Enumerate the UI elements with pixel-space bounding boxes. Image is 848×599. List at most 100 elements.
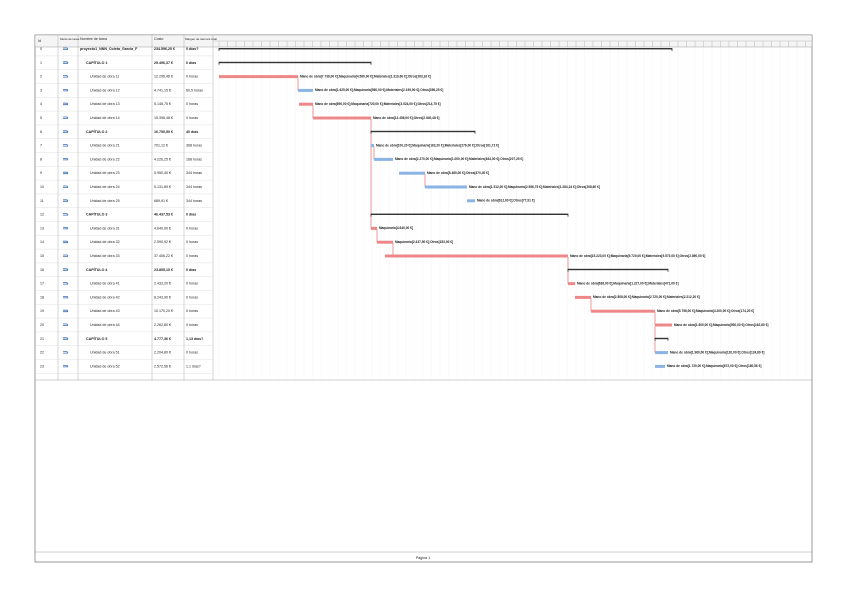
task-slack: 40 días xyxy=(186,130,198,134)
task-name: Unidad de obra 41 xyxy=(90,282,120,286)
task-cost: 46.437,53 € xyxy=(154,213,173,217)
task-name: proyecto1_NNN_Coleta_Garcia_F xyxy=(80,47,138,51)
task-name: Unidad de obra 24 xyxy=(90,185,120,189)
bar-label: Mano de obra[2.808,00 €];Maquinaria[2.72… xyxy=(593,295,700,299)
task-cost: 4.777,36 € xyxy=(154,337,171,341)
task-cost: 4.741,15 € xyxy=(154,88,171,92)
task-name: Unidad de obra 33 xyxy=(90,254,120,258)
bar-label: Mano de obra[2.270,00 €];Maquinaria[1.00… xyxy=(395,157,523,161)
summary-end xyxy=(654,337,669,341)
task-name: CAPÍTULO 1 xyxy=(86,60,107,65)
header-name: Nombre de tarea xyxy=(80,37,107,41)
mode-icon xyxy=(63,365,69,368)
task-slack: 0 horas xyxy=(186,282,198,286)
task-slack: 1,1 días? xyxy=(186,364,201,368)
summary-end xyxy=(218,61,372,65)
row-id: 3 xyxy=(40,88,42,92)
task-bar xyxy=(298,88,313,92)
bar-label: Mano de obra[1.600,00 €];Maquinaria[500,… xyxy=(674,323,768,327)
mode-icon xyxy=(63,254,69,257)
task-bar xyxy=(299,102,313,106)
task-cost: 234.596,20 € xyxy=(154,47,175,51)
task-bar xyxy=(377,240,393,244)
mode-icon xyxy=(63,47,69,50)
mode-icon xyxy=(63,102,69,106)
row-id: 23 xyxy=(40,364,44,368)
task-cost: 5.131,89 € xyxy=(154,185,171,189)
task-bar xyxy=(371,226,377,230)
mode-icon xyxy=(63,75,69,78)
footer: Página 1 xyxy=(416,556,430,560)
task-cost: 15.396,48 € xyxy=(154,116,173,120)
mode-icon xyxy=(63,199,69,202)
task-cost: 689,91 € xyxy=(154,199,168,203)
task-slack: 60,5 horas xyxy=(186,88,203,92)
task-cost: 2.433,20 € xyxy=(154,282,171,286)
task-name: Unidad de obra 11 xyxy=(90,75,119,79)
summary-end xyxy=(218,48,673,51)
task-name: Unidad de obra 51 xyxy=(90,351,120,355)
header-slack: Margen de demora total xyxy=(185,37,217,41)
summary-end xyxy=(567,268,669,272)
summary-bar xyxy=(219,61,371,64)
task-cost: 2.204,80 € xyxy=(154,351,171,355)
row-id: 19 xyxy=(40,309,44,313)
task-bar xyxy=(371,144,374,148)
task-slack: 0 horas xyxy=(186,254,198,258)
task-cost: 23.895,10 € xyxy=(154,268,173,272)
task-cost: 37.406,22 € xyxy=(154,254,173,258)
row-id: 17 xyxy=(40,282,44,286)
mode-icon xyxy=(63,213,69,216)
row-id: 1 xyxy=(40,61,42,65)
mode-icon xyxy=(63,130,69,133)
task-cost: 4.640,00 € xyxy=(154,226,171,230)
task-name: CAPÍTULO 5 xyxy=(86,336,107,341)
task-cost: 2.572,56 € xyxy=(154,364,171,368)
row-id: 7 xyxy=(40,144,42,148)
bar-label: Maquinaria[4.640,00 €] xyxy=(379,226,413,230)
task-name: CAPÍTULO 4 xyxy=(86,267,107,272)
task-name: Unidad de obra 13 xyxy=(90,102,120,106)
mode-icon xyxy=(63,240,69,244)
row-id: 15 xyxy=(40,254,44,258)
mode-icon xyxy=(63,227,69,230)
bar-label: Mano de obra[612,00 €];Otros[77,91 €] xyxy=(477,199,535,203)
task-name: Unidad de obra 44 xyxy=(90,323,120,327)
task-name: Unidad de obra 12 xyxy=(90,88,120,92)
task-cost: 12.296,46 € xyxy=(154,75,173,79)
task-cost: 8.243,90 € xyxy=(154,295,171,299)
row-id: 10 xyxy=(40,185,44,189)
mode-icon xyxy=(63,144,69,147)
row-id: 12 xyxy=(40,213,44,217)
bar-label: Mano de obra[100,20 €];Maquinaria[163,20… xyxy=(376,143,499,147)
header-cost: Costo xyxy=(154,37,163,41)
task-bar xyxy=(655,364,665,368)
task-bar xyxy=(568,282,575,286)
task-slack: 168 horas xyxy=(186,157,202,161)
task-cost: 4.226,25 € xyxy=(154,157,171,161)
row-id: 2 xyxy=(40,75,42,79)
row-id: 22 xyxy=(40,351,44,355)
mode-icon xyxy=(63,158,69,161)
bar-label: Maquinaria[2.437,50 €];Otros[153,00 €] xyxy=(395,240,453,244)
mode-icon xyxy=(63,185,69,188)
mode-icon xyxy=(63,309,69,313)
bar-label: Mano de obra[1.625,00 €];Maquinaria[560,… xyxy=(315,88,443,92)
task-cost: 16.750,50 € xyxy=(154,130,173,134)
mode-icon xyxy=(63,116,69,119)
header-mode: Modo de tarea xyxy=(60,37,80,41)
task-bar xyxy=(385,254,568,258)
summary-bar xyxy=(568,268,668,271)
row-id: 5 xyxy=(40,116,42,120)
task-bar xyxy=(655,351,668,355)
task-bar xyxy=(425,185,467,189)
task-name: Unidad de obra 42 xyxy=(90,295,120,299)
bar-label: Mano de obra[12.456,00 €];Otros[2.940,48… xyxy=(373,116,439,120)
row-id: 16 xyxy=(40,268,44,272)
task-cost: 10.170,20 € xyxy=(154,309,173,313)
task-slack: 0 horas xyxy=(186,75,198,79)
task-slack: 0 horas xyxy=(186,116,198,120)
header-id: Id xyxy=(38,39,41,43)
bar-label: Mano de obra[690,00 €];Maquinaria[720,00… xyxy=(315,102,441,106)
